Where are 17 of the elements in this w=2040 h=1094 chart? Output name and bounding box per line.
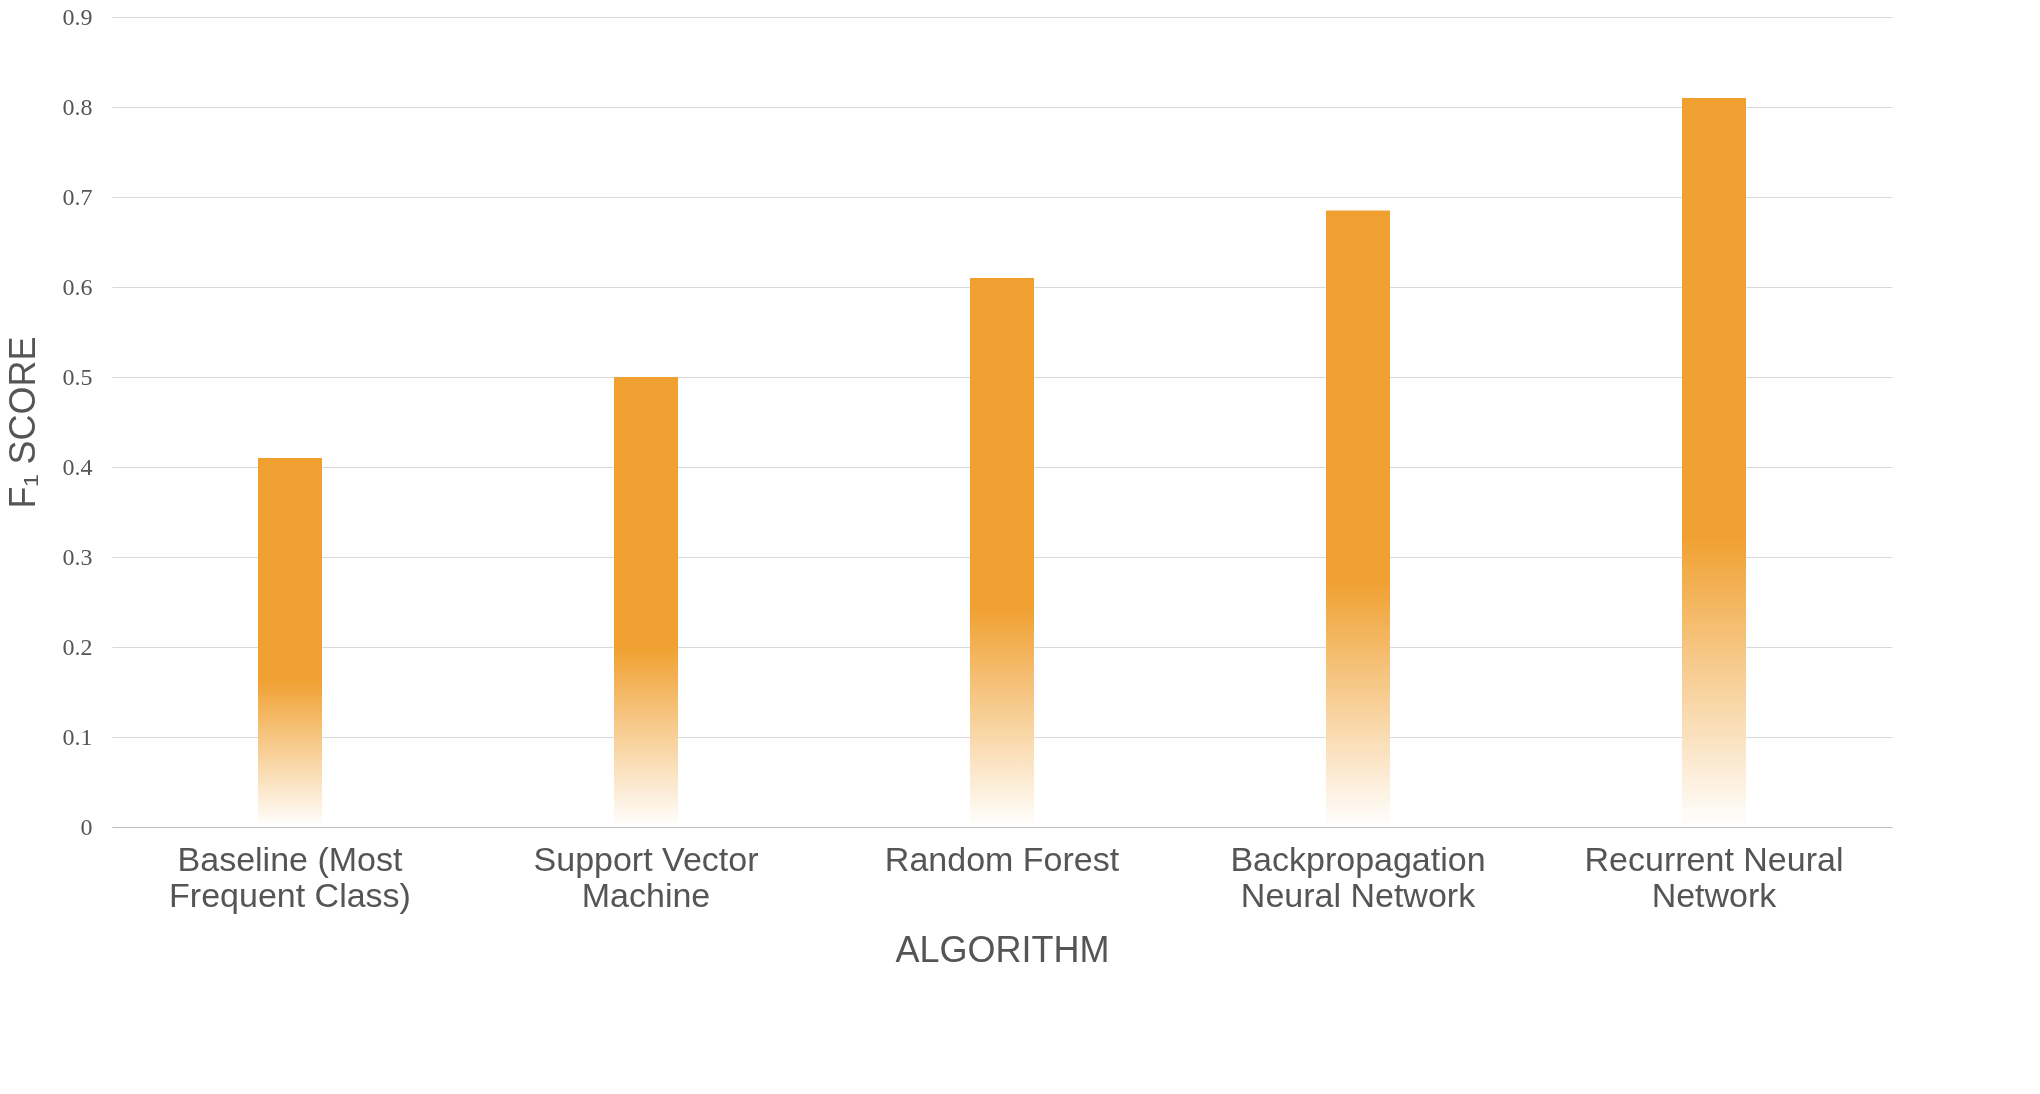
x-tick-label: Random Forest xyxy=(884,839,1120,878)
y-axis-title: F₁ SCORE xyxy=(1,336,43,509)
y-tick-label: 0.1 xyxy=(62,723,93,750)
y-tick-label: 0.8 xyxy=(62,93,93,120)
y-tick-label: 0.5 xyxy=(62,363,93,390)
x-tick-label: Baseline (Most Frequent Class) xyxy=(169,839,411,914)
y-tick-label: 0.7 xyxy=(62,183,93,210)
x-tick-label: Support Vector Machine xyxy=(533,839,759,914)
y-tick-label: 0.4 xyxy=(62,453,93,480)
x-axis-title: ALGORITHM xyxy=(895,928,1110,970)
x-tick-label: Backpropagation Neural Network xyxy=(1230,839,1486,914)
y-tick-label: 0.6 xyxy=(62,273,93,300)
x-tick-label: Recurrent Neural Network xyxy=(1584,839,1844,914)
y-tick-label: 0.9 xyxy=(62,3,93,30)
y-tick-label: 0.2 xyxy=(62,633,93,660)
y-tick-label: 0.3 xyxy=(62,543,93,570)
y-tick-label: 0 xyxy=(80,813,93,840)
